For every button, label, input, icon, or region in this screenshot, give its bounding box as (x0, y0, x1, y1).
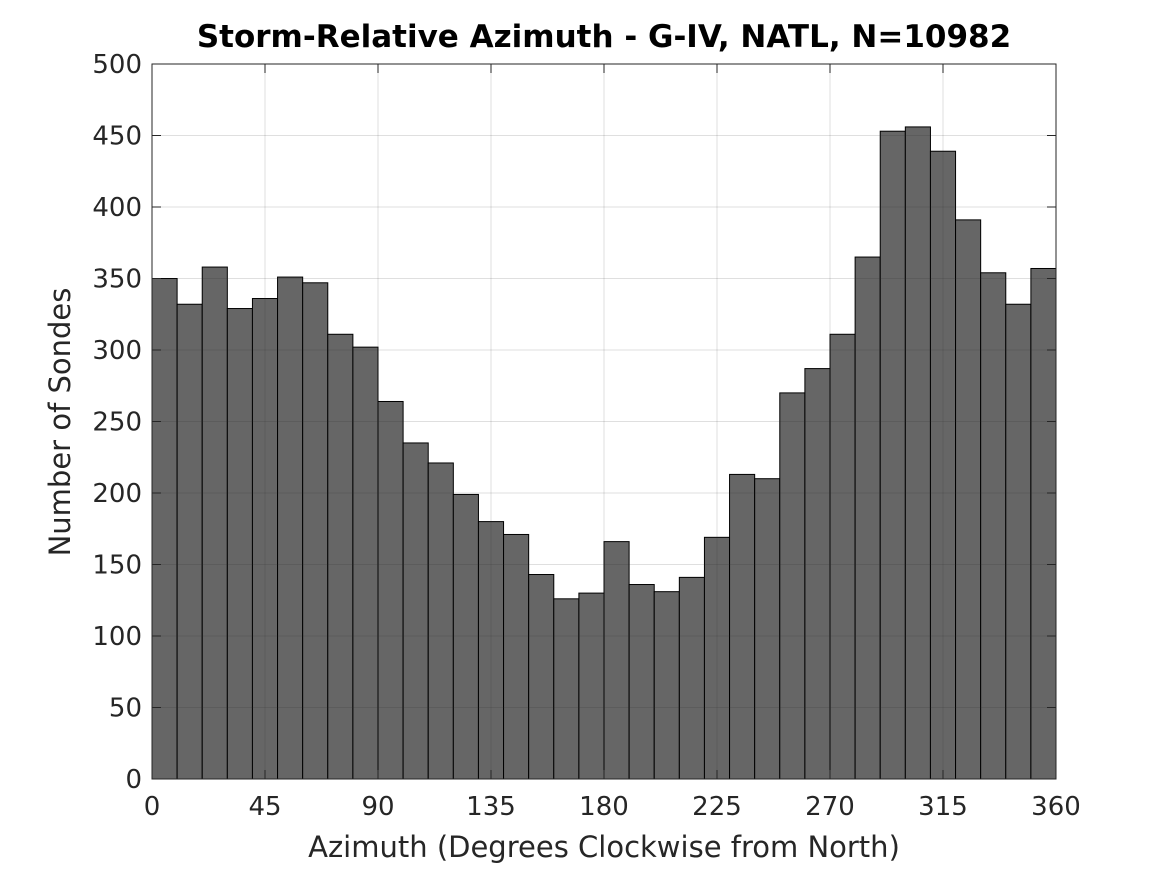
histogram-bar (277, 276, 304, 780)
grid-lines (152, 64, 1056, 779)
x-tick-label: 135 (466, 792, 516, 822)
histogram-bar (955, 219, 982, 780)
histogram-bar (402, 442, 429, 780)
x-tick-label: 0 (144, 792, 161, 822)
y-tick-label: 350 (92, 265, 142, 295)
histogram-bar (327, 333, 354, 780)
x-tick-label: 45 (248, 792, 281, 822)
x-tick-label: 315 (918, 792, 968, 822)
x-axis-title: Azimuth (Degrees Clockwise from North) (308, 830, 900, 864)
y-tick-label: 400 (92, 193, 142, 223)
histogram-bar (678, 576, 705, 780)
y-tick-label: 200 (92, 479, 142, 509)
histogram-bar (477, 521, 505, 780)
histogram-bar (628, 584, 655, 780)
histogram-bar (251, 298, 279, 780)
histogram-bar (729, 473, 756, 780)
histogram-bar (528, 574, 555, 780)
y-tick-label: 150 (92, 551, 142, 581)
y-tick-label: 250 (92, 408, 142, 438)
x-tick-label: 270 (805, 792, 855, 822)
histogram-bar (302, 282, 329, 780)
histogram-bar (703, 536, 731, 780)
histogram-bar (427, 462, 454, 780)
histogram-bar (226, 308, 253, 780)
histogram-bar (929, 150, 957, 780)
histogram-bar (452, 493, 479, 780)
histogram-bar (653, 591, 680, 780)
x-tick-label: 225 (692, 792, 742, 822)
x-tick-labels: 0 45 90 135 180 225 270 315 360 (144, 792, 1081, 822)
y-axis-title: Number of Sondes (43, 288, 77, 557)
x-tick-label: 90 (361, 792, 394, 822)
histogram-bar (779, 392, 806, 780)
x-tick-label: 360 (1031, 792, 1081, 822)
y-tick-label: 500 (92, 50, 142, 80)
y-tick-label: 50 (109, 694, 142, 724)
histogram-bar (980, 272, 1007, 780)
histogram-bar (377, 400, 404, 780)
histogram-bar (854, 256, 881, 780)
tick-marks (151, 63, 1057, 780)
x-tick-label: 180 (579, 792, 629, 822)
histogram-bar (879, 130, 906, 780)
bars-group (151, 126, 1057, 780)
histogram-bar (503, 533, 530, 780)
y-tick-label: 300 (92, 336, 142, 366)
y-tick-label: 100 (92, 622, 142, 652)
histogram-bar (904, 126, 931, 780)
histogram-bar (829, 333, 856, 780)
histogram-bar (352, 346, 379, 780)
y-tick-labels: 0 50 100 150 200 250 300 350 400 450 500 (92, 50, 142, 795)
histogram-bar (578, 592, 605, 780)
y-tick-label: 450 (92, 122, 142, 152)
histogram-bar (553, 598, 580, 780)
histogram-bar (603, 541, 630, 780)
histogram-bar (1005, 303, 1032, 780)
y-tick-label: 0 (125, 765, 142, 795)
histogram-bar (151, 278, 178, 780)
chart-title: Storm-Relative Azimuth - G-IV, NATL, N=1… (197, 19, 1011, 55)
histogram-bar (1030, 267, 1057, 780)
histogram-bar (754, 478, 781, 780)
histogram-bar (201, 266, 228, 780)
histogram-bar (804, 368, 831, 780)
